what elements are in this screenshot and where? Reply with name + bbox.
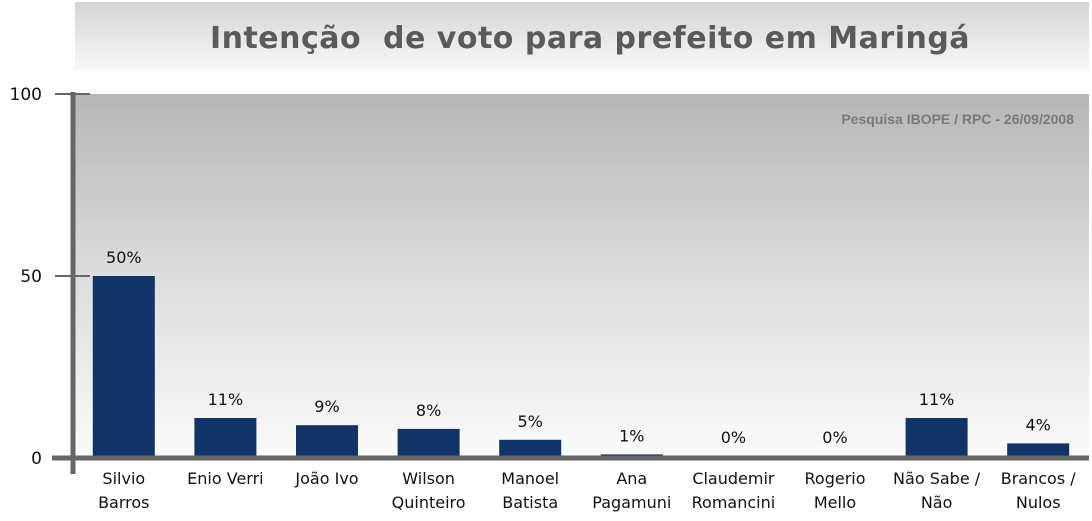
y-tick-label-0: 0 (31, 449, 42, 469)
bar-9 (1007, 443, 1070, 458)
y-axis-ticks: 0 50 100 (10, 85, 90, 469)
x-label-4: Manoel Batista (501, 469, 559, 512)
value-label-7: 0% (822, 428, 847, 447)
value-label-2: 9% (314, 397, 339, 416)
y-tick-label-2: 100 (10, 85, 42, 105)
plot-area (73, 94, 1089, 458)
x-label-6: Claudemir Romancini (692, 469, 776, 512)
x-label-7: Rogerio Mello (805, 469, 866, 512)
value-label-3: 8% (416, 401, 441, 420)
bar-4 (499, 439, 562, 458)
x-label-1: Enio Verri (187, 469, 263, 488)
value-label-9: 4% (1026, 415, 1051, 434)
bar-3 (397, 428, 460, 458)
value-labels-group: 50% 11% 9% 8% 5% 1% 0% 0% 11% 4% (106, 248, 1051, 447)
x-label-0: Silvio Barros (98, 469, 149, 512)
value-label-8: 11% (919, 390, 955, 409)
x-axis-labels: Silvio Barros Enio Verri João Ivo Wilson Quin… (98, 469, 1076, 512)
x-label-2: João Ivo (294, 469, 358, 488)
value-label-5: 1% (619, 426, 644, 445)
bar-8 (905, 418, 968, 458)
bar-2 (296, 425, 358, 458)
value-label-6: 0% (721, 428, 746, 447)
value-label-1: 11% (208, 390, 244, 409)
x-label-9: Brancos / Nulos (1001, 469, 1077, 512)
bar-0 (92, 276, 155, 458)
x-label-3: Wilson Quinteiro (392, 469, 466, 512)
value-label-4: 5% (518, 412, 543, 431)
chart-title: Intenção de voto para prefeito em Maring… (210, 21, 970, 56)
value-label-0: 50% (106, 248, 142, 267)
x-label-5: Ana Pagamuni (592, 469, 671, 512)
source-note: Pesquisa IBOPE / RPC - 26/09/2008 (841, 111, 1074, 127)
title-banner (75, 2, 1089, 70)
bars-group (92, 276, 1070, 458)
y-tick-label-1: 50 (20, 267, 42, 287)
bar-1 (194, 418, 257, 458)
x-label-8: Não Sabe / Não (893, 469, 981, 512)
